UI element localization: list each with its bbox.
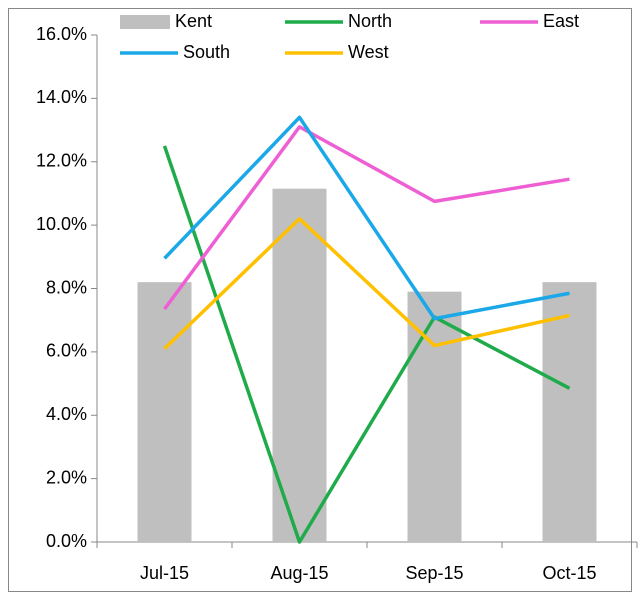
y-tick-label: 10.0% — [36, 214, 87, 234]
legend-swatch — [120, 15, 170, 29]
bar — [137, 282, 192, 542]
y-tick-label: 6.0% — [46, 341, 87, 361]
y-tick-label: 0.0% — [46, 531, 87, 551]
y-tick-label: 14.0% — [36, 87, 87, 107]
legend-label: Kent — [175, 11, 212, 31]
line-series — [163, 217, 570, 350]
bar — [407, 291, 462, 542]
legend-label: South — [183, 42, 230, 62]
bar — [272, 188, 327, 542]
y-tick-label: 4.0% — [46, 404, 87, 424]
x-tick-label: Sep-15 — [405, 563, 463, 583]
y-tick-label: 2.0% — [46, 467, 87, 487]
x-tick-label: Jul-15 — [140, 563, 189, 583]
legend-label: East — [543, 11, 579, 31]
legend-label: West — [348, 42, 389, 62]
bar — [542, 282, 597, 542]
y-tick-label: 8.0% — [46, 277, 87, 297]
x-tick-label: Oct-15 — [542, 563, 596, 583]
line-series — [163, 115, 570, 321]
line-series — [162, 145, 571, 544]
x-tick-label: Aug-15 — [270, 563, 328, 583]
y-tick-label: 16.0% — [36, 24, 87, 44]
line-series — [163, 125, 570, 311]
y-tick-label: 12.0% — [36, 151, 87, 171]
legend-label: North — [348, 11, 392, 31]
